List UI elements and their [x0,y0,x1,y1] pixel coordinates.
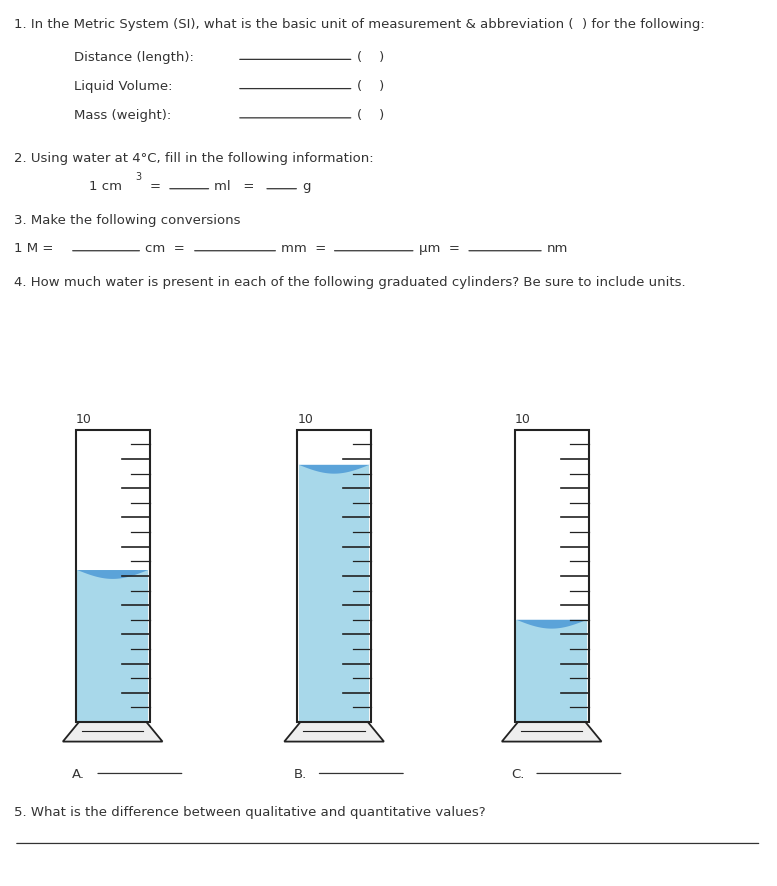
Polygon shape [298,465,370,722]
Polygon shape [502,722,601,742]
Text: Liquid Volume:: Liquid Volume: [74,80,172,93]
Polygon shape [77,570,148,579]
Text: ml   =: ml = [214,180,255,193]
Text: g: g [302,180,311,193]
Polygon shape [516,620,587,722]
Text: =: = [149,180,160,193]
Text: 1. In the Metric System (SI), what is the basic unit of measurement & abbreviati: 1. In the Metric System (SI), what is th… [14,18,705,31]
Polygon shape [77,570,148,722]
Polygon shape [284,722,384,742]
Text: (    ): ( ) [357,109,385,122]
Text: 3: 3 [135,172,141,182]
Text: nm: nm [547,242,569,255]
Text: 3. Make the following conversions: 3. Make the following conversions [14,214,241,228]
Text: 5. What is the difference between qualitative and quantitative values?: 5. What is the difference between qualit… [14,806,486,820]
Text: 1 cm: 1 cm [89,180,122,193]
Polygon shape [298,465,370,474]
Text: Distance (length):: Distance (length): [74,51,193,64]
Polygon shape [516,620,587,628]
Text: (    ): ( ) [357,51,385,64]
Text: 1 M =: 1 M = [14,242,54,255]
Text: 10: 10 [75,413,92,426]
Text: 10: 10 [297,413,313,426]
Text: 2. Using water at 4°C, fill in the following information:: 2. Using water at 4°C, fill in the follo… [14,152,374,166]
Polygon shape [63,722,162,742]
Text: (    ): ( ) [357,80,385,93]
Text: mm  =: mm = [281,242,326,255]
Text: cm  =: cm = [145,242,185,255]
Text: μm  =: μm = [419,242,460,255]
Text: C.: C. [511,768,524,781]
Text: 4. How much water is present in each of the following graduated cylinders? Be su: 4. How much water is present in each of … [14,276,685,290]
Text: Mass (weight):: Mass (weight): [74,109,171,122]
Text: A.: A. [71,768,85,781]
Text: 10: 10 [514,413,531,426]
Text: B.: B. [294,768,307,781]
